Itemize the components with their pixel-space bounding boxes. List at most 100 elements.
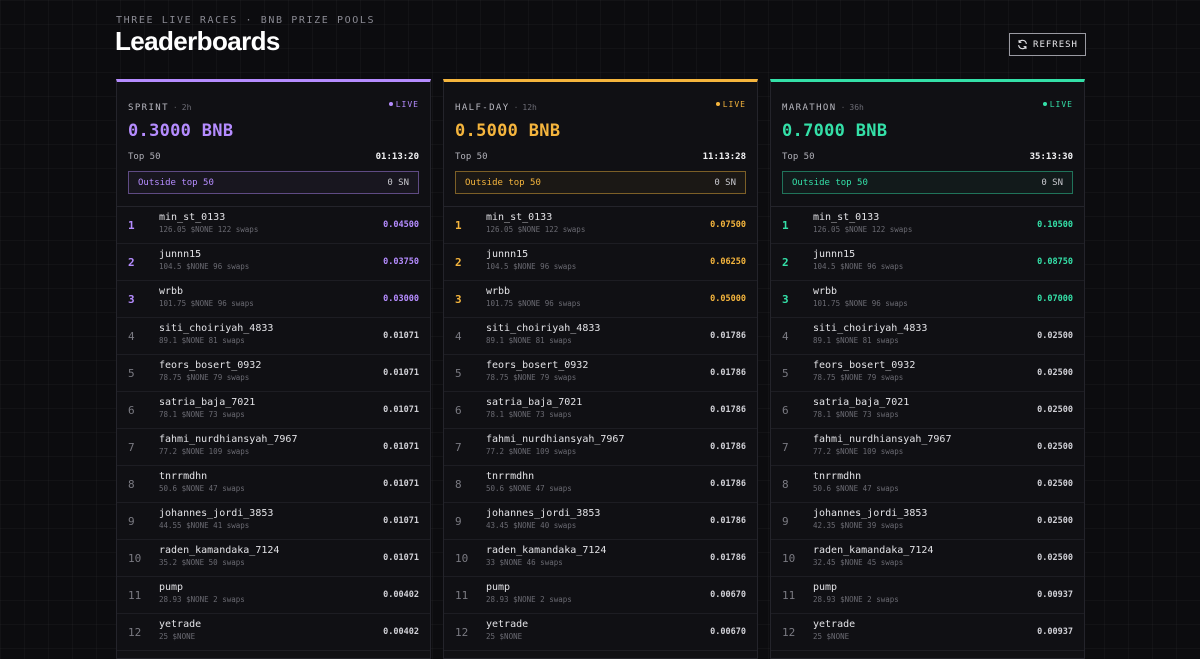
trader-stats: 101.75 $NONE 96 swaps <box>159 299 254 308</box>
race-title-group: SPRINT · 2h <box>128 95 191 114</box>
leaderboard-row[interactable]: 2 junnn15 104.5 $NONE 96 swaps 0.06250 <box>444 244 757 281</box>
reward-value: 0.00402 <box>383 590 419 600</box>
leaderboard-row[interactable]: 5 feors_bosert_0932 78.75 $NONE 79 swaps 0.… <box>444 355 757 392</box>
leaderboard-row[interactable]: 1 min_st_0133 126.05 $NONE 122 swaps 0.1050… <box>771 207 1084 244</box>
reward-value: 0.01071 <box>383 331 419 341</box>
trader-name: fahmi_nurdhiansyah_7967 <box>813 434 952 445</box>
rank: 3 <box>455 292 462 306</box>
trader-name: johannes_jordi_3853 <box>159 508 274 519</box>
rank: 6 <box>782 403 789 417</box>
trader-stats: 25 $NONE <box>486 632 523 641</box>
refresh-button[interactable]: REFRESH <box>1009 33 1086 56</box>
trader-info: tnrrmdhn 50.6 $NONE 47 swaps <box>813 471 1037 493</box>
trader-stats: 78.75 $NONE 79 swaps <box>813 373 904 382</box>
reward-value: 0.04500 <box>383 220 419 230</box>
live-badge: LIVE <box>1042 99 1073 109</box>
leaderboard-row[interactable]: 12 yetrade 25 $NONE 0.00937 <box>771 614 1084 651</box>
leaderboard-row[interactable]: 11 pump 28.93 $NONE 2 swaps 0.00402 <box>117 577 430 614</box>
trader-stats: 126.05 $NONE 122 swaps <box>813 225 913 234</box>
trader-name: junnn15 <box>159 249 202 260</box>
rank: 12 <box>128 625 142 639</box>
rank: 10 <box>455 551 469 565</box>
reward-value: 0.03750 <box>383 257 419 267</box>
prize-pool: 0.3000 BNB <box>128 121 234 141</box>
rank: 11 <box>128 588 142 602</box>
trader-info: pump 28.93 $NONE 2 swaps <box>813 582 1037 604</box>
reward-value: 0.01786 <box>710 442 746 452</box>
trader-name: raden_kamandaka_7124 <box>813 545 934 556</box>
race-separator: · <box>513 102 519 112</box>
leaderboard-list: 1 min_st_0133 126.05 $NONE 122 swaps 0.1050… <box>771 206 1084 651</box>
race-meta: Top 50 11:13:28 <box>444 152 757 162</box>
live-label: LIVE <box>722 99 746 109</box>
rank: 4 <box>128 329 135 343</box>
trader-name: min_st_0133 <box>486 212 553 223</box>
leaderboard-row[interactable]: 1 min_st_0133 126.05 $NONE 122 swaps 0.0750… <box>444 207 757 244</box>
leaderboard-row[interactable]: 5 feors_bosert_0932 78.75 $NONE 79 swaps 0.… <box>117 355 430 392</box>
trader-stats: 78.75 $NONE 79 swaps <box>486 373 577 382</box>
leaderboard-row[interactable]: 9 johannes_jordi_3853 42.35 $NONE 39 swaps… <box>771 503 1084 540</box>
leaderboard-row[interactable]: 6 satria_baja_7021 78.1 $NONE 73 swaps 0.01… <box>117 392 430 429</box>
trader-stats: 50.6 $NONE 47 swaps <box>813 484 899 493</box>
leaderboard-row[interactable]: 12 yetrade 25 $NONE 0.00670 <box>444 614 757 651</box>
leaderboard-row[interactable]: 4 siti_choiriyah_4833 89.1 $NONE 81 swaps 0… <box>117 318 430 355</box>
trader-info: pump 28.93 $NONE 2 swaps <box>159 582 383 604</box>
leaderboard-row[interactable]: 9 johannes_jordi_3853 44.55 $NONE 41 swaps… <box>117 503 430 540</box>
trader-info: junnn15 104.5 $NONE 96 swaps <box>813 249 1037 271</box>
live-label: LIVE <box>1049 99 1073 109</box>
leaderboard-row[interactable]: 7 fahmi_nurdhiansyah_7967 77.2 $NONE 109 s… <box>771 429 1084 466</box>
reward-value: 0.07000 <box>1037 294 1073 304</box>
reward-value: 0.00670 <box>710 627 746 637</box>
trader-name: yetrade <box>813 619 856 630</box>
trader-stats: 25 $NONE <box>159 632 196 641</box>
leaderboard-row[interactable]: 7 fahmi_nurdhiansyah_7967 77.2 $NONE 109 s… <box>444 429 757 466</box>
reward-value: 0.02500 <box>1037 479 1073 489</box>
leaderboard-row[interactable]: 9 johannes_jordi_3853 43.45 $NONE 40 swaps… <box>444 503 757 540</box>
leaderboard-row[interactable]: 3 wrbb 101.75 $NONE 96 swaps 0.03000 <box>117 281 430 318</box>
reward-value: 0.03000 <box>383 294 419 304</box>
leaderboard-row[interactable]: 12 yetrade 25 $NONE 0.00402 <box>117 614 430 651</box>
trader-stats: 126.05 $NONE 122 swaps <box>159 225 259 234</box>
leaderboard-row[interactable]: 10 raden_kamandaka_7124 32.45 $NONE 45 swa… <box>771 540 1084 577</box>
leaderboard-row[interactable]: 4 siti_choiriyah_4833 89.1 $NONE 81 swaps 0… <box>444 318 757 355</box>
rank: 7 <box>128 440 135 454</box>
rank: 7 <box>455 440 462 454</box>
reward-value: 0.02500 <box>1037 442 1073 452</box>
trader-stats: 101.75 $NONE 96 swaps <box>486 299 581 308</box>
trader-stats: 77.2 $NONE 109 swaps <box>159 447 250 456</box>
trader-info: pump 28.93 $NONE 2 swaps <box>486 582 710 604</box>
trader-name: feors_bosert_0932 <box>486 360 589 371</box>
rank: 1 <box>128 218 135 232</box>
leaderboard-row[interactable]: 10 raden_kamandaka_7124 33 $NONE 46 swaps 0… <box>444 540 757 577</box>
leaderboard-row[interactable]: 8 tnrrmdhn 50.6 $NONE 47 swaps 0.01071 <box>117 466 430 503</box>
leaderboard-row[interactable]: 2 junnn15 104.5 $NONE 96 swaps 0.03750 <box>117 244 430 281</box>
leaderboard-row[interactable]: 5 feors_bosert_0932 78.75 $NONE 79 swaps 0.… <box>771 355 1084 392</box>
leaderboard-row[interactable]: 6 satria_baja_7021 78.1 $NONE 73 swaps 0.01… <box>444 392 757 429</box>
trader-info: siti_choiriyah_4833 89.1 $NONE 81 swaps <box>813 323 1037 345</box>
leaderboard-row[interactable]: 6 satria_baja_7021 78.1 $NONE 73 swaps 0.02… <box>771 392 1084 429</box>
outside-label: Outside top 50 <box>138 177 214 188</box>
leaderboard-row[interactable]: 4 siti_choiriyah_4833 89.1 $NONE 81 swaps 0… <box>771 318 1084 355</box>
leaderboard-row[interactable]: 8 tnrrmdhn 50.6 $NONE 47 swaps 0.02500 <box>771 466 1084 503</box>
race-name: MARATHON <box>782 102 837 113</box>
leaderboard-row[interactable]: 11 pump 28.93 $NONE 2 swaps 0.00670 <box>444 577 757 614</box>
trader-info: feors_bosert_0932 78.75 $NONE 79 swaps <box>813 360 1037 382</box>
reward-value: 0.01071 <box>383 479 419 489</box>
trader-name: pump <box>486 582 511 593</box>
trader-name: siti_choiriyah_4833 <box>813 323 928 334</box>
leaderboard-row[interactable]: 11 pump 28.93 $NONE 2 swaps 0.00937 <box>771 577 1084 614</box>
panel-header: HALF-DAY · 12h LIVE <box>444 82 757 113</box>
leaderboard-row[interactable]: 10 raden_kamandaka_7124 35.2 $NONE 50 swap… <box>117 540 430 577</box>
leaderboard-row[interactable]: 8 tnrrmdhn 50.6 $NONE 47 swaps 0.01786 <box>444 466 757 503</box>
leaderboard-row[interactable]: 2 junnn15 104.5 $NONE 96 swaps 0.08750 <box>771 244 1084 281</box>
trader-name: feors_bosert_0932 <box>159 360 262 371</box>
trader-stats: 78.1 $NONE 73 swaps <box>486 410 572 419</box>
trader-name: tnrrmdhn <box>159 471 208 482</box>
live-dot-icon <box>1042 102 1047 106</box>
reward-value: 0.00402 <box>383 627 419 637</box>
leaderboard-row[interactable]: 7 fahmi_nurdhiansyah_7967 77.2 $NONE 109 s… <box>117 429 430 466</box>
rank: 5 <box>455 366 462 380</box>
leaderboard-row[interactable]: 3 wrbb 101.75 $NONE 96 swaps 0.07000 <box>771 281 1084 318</box>
leaderboard-row[interactable]: 1 min_st_0133 126.05 $NONE 122 swaps 0.0450… <box>117 207 430 244</box>
leaderboard-row[interactable]: 3 wrbb 101.75 $NONE 96 swaps 0.05000 <box>444 281 757 318</box>
